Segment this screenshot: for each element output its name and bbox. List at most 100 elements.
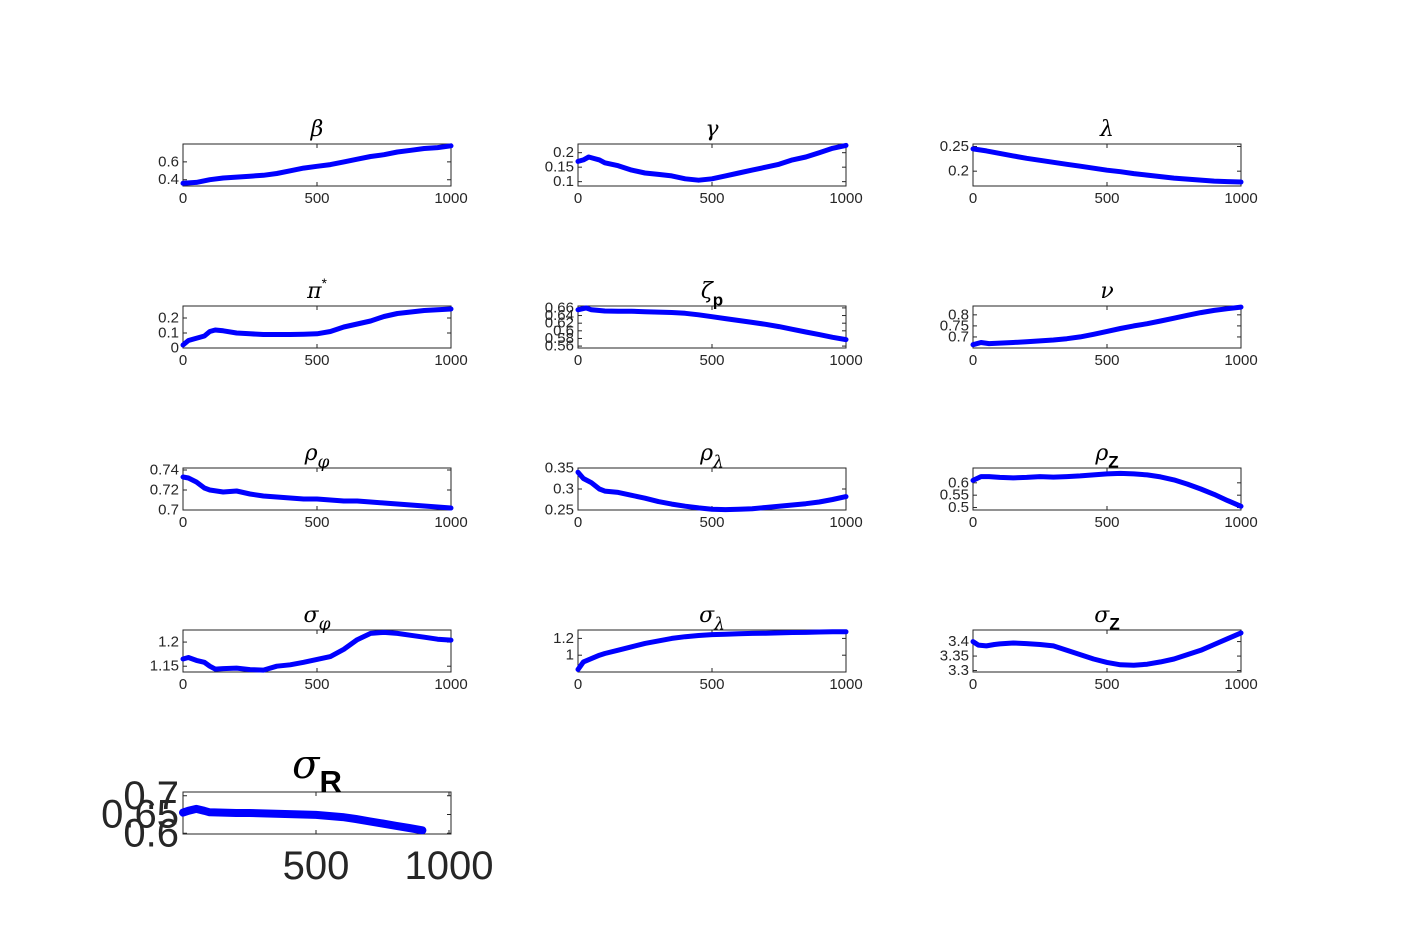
subplot-title: σR (292, 742, 342, 799)
x-tick-label: 1000 (434, 352, 467, 369)
x-tick-label: 500 (1094, 514, 1119, 531)
title-subscript: λ (712, 453, 724, 473)
subplot-title: γ (705, 117, 719, 142)
y-tick-label: 0.7 (123, 774, 179, 818)
y-tick-label: 3.4 (948, 633, 969, 650)
title-subscript: p (713, 291, 723, 310)
y-tick-label: 0.2 (948, 163, 969, 180)
x-tick-label: 1000 (829, 190, 862, 207)
title-subscript: φ (318, 453, 330, 473)
x-tick-label: 500 (283, 844, 350, 888)
series-line (179, 804, 427, 835)
x-tick-label: 1000 (1224, 676, 1257, 693)
x-tick-label: 500 (1094, 190, 1119, 207)
x-tick-label: 0 (969, 514, 977, 531)
y-tick-label: 0.6 (553, 322, 574, 339)
x-tick-label: 1000 (829, 352, 862, 369)
subplot-9: 0 500 1000 0.50.550.6 ρZ (940, 441, 1258, 531)
title-symbol: ν (1100, 279, 1113, 304)
y-tick-label: 0.25 (545, 502, 574, 519)
title-symbol: β (310, 117, 324, 142)
x-tick-label: 0 (179, 676, 187, 693)
x-tick-label: 0 (574, 190, 582, 207)
y-tick-label: 0.8 (948, 306, 969, 323)
series-line (970, 146, 1244, 185)
title-symbol: σ (699, 603, 715, 628)
subplot-10: 0 500 1000 1.15 1.2 σφ (150, 603, 468, 693)
y-tick-label: 0.7 (948, 328, 969, 345)
y-tick-label: 0 (171, 340, 179, 357)
x-tick-label: 1000 (829, 514, 862, 531)
x-tick-label: 1000 (1224, 514, 1257, 531)
title-subscript: Z (1108, 453, 1118, 472)
y-tick-label: 0.15 (545, 159, 574, 176)
x-tick-label: 500 (699, 352, 724, 369)
title-symbol: π (306, 279, 322, 304)
title-subscript: λ (713, 615, 725, 635)
y-tick-label: 0.6 (123, 811, 179, 855)
title-symbol: ζ (701, 279, 715, 304)
subplot-title: σZ (1094, 603, 1119, 634)
y-tick-label: 3.35 (940, 648, 969, 665)
title-subscript: Z (1109, 615, 1119, 634)
subplot-5: 0 500 1000 0.560.580.60.620.640.66 ζp (545, 279, 863, 369)
x-tick-label: 0 (969, 676, 977, 693)
series-line (970, 470, 1244, 509)
subplot-7: 0 500 1000 0.7 0.72 0.74 ρφ (150, 441, 468, 531)
title-symbol: σ (1094, 603, 1110, 628)
y-tick-label: 0.74 (150, 462, 179, 479)
title-symbol: ρ (699, 441, 713, 466)
title-symbol: σ (292, 742, 321, 788)
subplot-11: 0 500 1000 11.2 σλ (553, 603, 863, 693)
y-tick-label: 0.65 (101, 793, 179, 837)
subplot-title: ρZ (1094, 441, 1118, 472)
series-line (575, 469, 849, 513)
subplot-13: 500 1000 0.60.650.7 σR (101, 742, 493, 888)
x-tick-label: 0 (969, 190, 977, 207)
x-tick-label: 500 (699, 514, 724, 531)
y-tick-label: 0.66 (545, 299, 574, 316)
y-tick-label: 0.1 (553, 173, 574, 190)
title-symbol: λ (1099, 117, 1114, 142)
series-line (575, 305, 849, 343)
series-line (970, 304, 1244, 348)
subplot-6: 0 500 1000 0.70.750.8 ν (940, 279, 1258, 369)
y-tick-label: 0.72 (150, 482, 179, 499)
subplot-title: β (310, 117, 324, 142)
series-line (180, 306, 454, 348)
subplot-8: 0 500 1000 0.25 0.3 0.35 ρλ (545, 441, 863, 531)
y-tick-label: 1.15 (150, 658, 179, 675)
y-tick-label: 0.62 (545, 315, 574, 332)
x-tick-label: 500 (1094, 352, 1119, 369)
subplot-title: π* (306, 276, 327, 304)
title-symbol: ρ (304, 441, 318, 466)
x-tick-label: 0 (969, 352, 977, 369)
y-tick-label: 0.2 (158, 310, 179, 327)
y-tick-label: 0.25 (940, 138, 969, 155)
y-tick-label: 0.7 (158, 502, 179, 519)
title-subscript: φ (319, 615, 331, 635)
x-tick-label: 500 (304, 352, 329, 369)
x-tick-label: 0 (179, 190, 187, 207)
x-tick-label: 0 (574, 514, 582, 531)
y-tick-label: 1 (566, 647, 574, 664)
series-line (180, 629, 454, 673)
series-line (575, 629, 849, 672)
subplot-title: ζp (701, 279, 723, 310)
subplot-3: 0 500 1000 0.2 0.25 λ (940, 117, 1258, 207)
subplot-title: ρλ (699, 441, 724, 473)
y-tick-label: 0.64 (545, 307, 574, 324)
y-tick-label: 0.58 (545, 330, 574, 347)
y-tick-label: 0.2 (553, 144, 574, 161)
x-tick-label: 1000 (1224, 190, 1257, 207)
subplot-2: 0 500 1000 0.10.150.2 γ (545, 117, 863, 207)
y-tick-label: 0.1 (158, 325, 179, 342)
y-tick-label: 0.3 (553, 481, 574, 498)
y-tick-label: 0.4 (158, 171, 179, 188)
series-line (180, 143, 454, 186)
y-tick-label: 0.75 (940, 317, 969, 334)
x-tick-label: 0 (574, 676, 582, 693)
x-tick-label: 1000 (405, 844, 494, 888)
y-tick-label: 3.3 (948, 662, 969, 679)
